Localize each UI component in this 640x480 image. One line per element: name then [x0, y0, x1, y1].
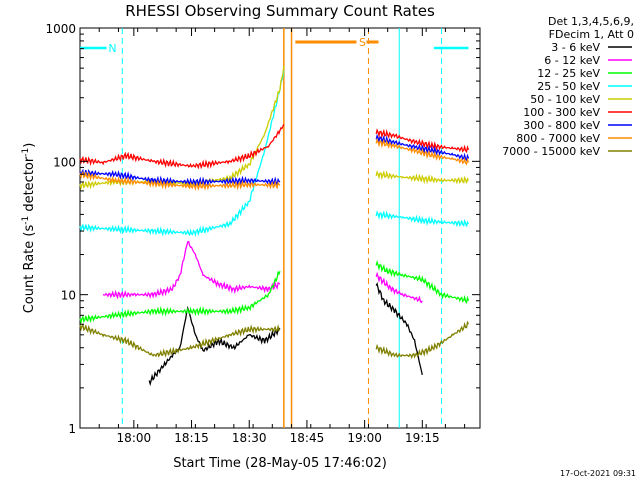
series-7-segment-1	[79, 170, 281, 192]
series-5-segment-2	[375, 128, 470, 154]
series-2	[79, 260, 470, 325]
chart-title: RHESSI Observing Summary Count Rates	[125, 2, 435, 20]
legend-label-2: 12 - 25 keV	[537, 67, 600, 80]
series-1-segment-2	[375, 271, 423, 304]
series-4	[79, 65, 470, 191]
series-2-segment-2	[375, 260, 470, 304]
series-5	[79, 123, 470, 170]
legend-label-5: 100 - 300 keV	[523, 106, 600, 119]
legend-header-line2: FDecim 1, Att 0	[549, 28, 634, 41]
series-1	[102, 240, 423, 304]
y-label-sup2: -1	[21, 148, 31, 157]
series-5-segment-1	[79, 123, 285, 170]
series-7-segment-2	[375, 137, 470, 166]
series-1-segment-1	[102, 240, 281, 300]
y-label-part-end: )	[22, 143, 37, 148]
x-axis-label: Start Time (28-May-05 17:46:02)	[173, 456, 387, 471]
series-layer	[79, 65, 470, 387]
x-tick-label-4: 19:00	[347, 431, 382, 445]
series-3	[79, 70, 470, 237]
x-tick-label-3: 18:45	[290, 431, 325, 445]
series-0-segment-1	[148, 305, 281, 387]
series-8-segment-2	[375, 320, 470, 360]
legend-label-4: 50 - 100 keV	[530, 93, 600, 106]
legend-header-line1: Det 1,3,4,5,6,9,	[548, 15, 634, 28]
series-4-segment-2	[375, 170, 470, 185]
legend-label-0: 3 - 6 keV	[551, 41, 600, 54]
series-3-segment-2	[375, 210, 470, 228]
legend-label-1: 6 - 12 keV	[544, 54, 600, 67]
footer-date: 17-Oct-2021 09:31	[560, 469, 636, 478]
series-6-segment-1	[79, 168, 281, 187]
series-6-segment-2	[375, 133, 470, 162]
y-label-sup1: -1	[21, 216, 31, 225]
x-tick-label-2: 18:30	[232, 431, 267, 445]
x-tick-label-5: 19:15	[405, 431, 440, 445]
legend-label-3: 25 - 50 keV	[537, 80, 600, 93]
series-8	[79, 320, 470, 360]
y-tick-label-2: 100	[53, 155, 76, 169]
x-tick-label-0: 18:00	[117, 431, 152, 445]
y-label-part: Count Rate (s	[22, 225, 37, 314]
legend-label-6: 300 - 800 keV	[523, 119, 600, 132]
legend-label-7: 800 - 7000 keV	[516, 132, 600, 145]
series-6	[79, 133, 470, 187]
legend: Det 1,3,4,5,6,9, FDecim 1, Att 0 3 - 6 k…	[502, 15, 634, 158]
annotation-label-2: S	[359, 36, 366, 49]
series-3-segment-1	[79, 70, 285, 237]
x-tick-label-1: 18:15	[174, 431, 209, 445]
series-4-segment-1	[79, 65, 285, 191]
y-tick-label-3: 1000	[45, 22, 76, 36]
y-axis-label: Count Rate (s-1 detector-1)	[21, 143, 37, 314]
series-0	[148, 282, 423, 387]
legend-label-8: 7000 - 15000 keV	[502, 145, 600, 158]
y-tick-label-1: 10	[61, 289, 76, 303]
series-0-segment-2	[375, 282, 423, 376]
y-tick-label-0: 1	[68, 422, 76, 436]
series-7	[79, 137, 470, 192]
annotation-label-0: N	[108, 42, 116, 55]
series-2-segment-1	[79, 270, 281, 325]
series-8-segment-1	[79, 323, 281, 358]
y-label-part-mid: detector	[22, 156, 37, 216]
axis-layer: 18:00 18:15 18:30 18:45 19:00 19:15 1 10 100 1000	[45, 22, 480, 445]
